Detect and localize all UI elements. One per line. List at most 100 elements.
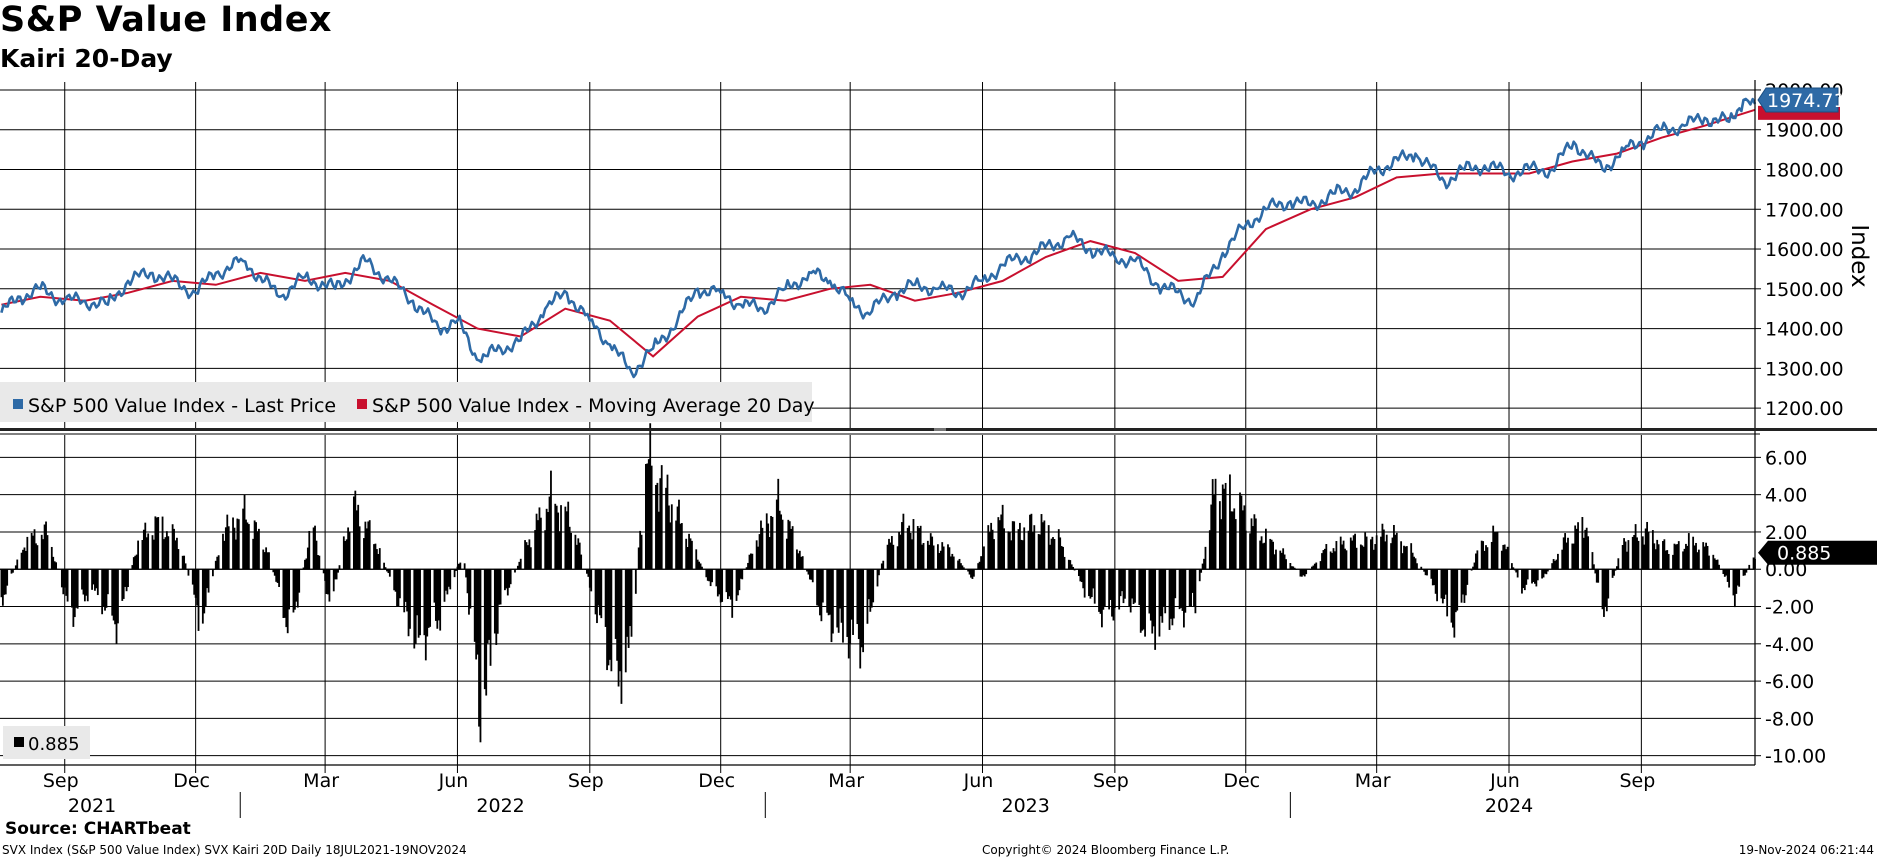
- kairi-bar: [679, 523, 682, 570]
- kairi-bar: [1742, 569, 1745, 576]
- kairi-bar: [154, 516, 157, 570]
- kairi-bar: [486, 569, 489, 644]
- kairi-bar: [588, 569, 591, 588]
- kairi-bar: [335, 569, 338, 580]
- kairi-bar: [1512, 567, 1515, 570]
- kairi-bar: [560, 505, 562, 570]
- kairi-bar: [63, 569, 66, 588]
- kairi-bar: [610, 569, 613, 672]
- kairi-bar: [272, 569, 275, 573]
- kairi-bar: [665, 487, 667, 570]
- kairi-bar: [1390, 543, 1392, 570]
- kairi-bar: [1552, 559, 1555, 570]
- kairi-bar: [1587, 536, 1590, 570]
- kairi-bar: [111, 569, 114, 616]
- kairi-bar: [698, 561, 701, 570]
- kairi-bar: [439, 569, 442, 631]
- x-tick-label-month: Mar: [303, 770, 339, 792]
- kairi-bar: [1456, 569, 1459, 611]
- kairi-bar: [926, 540, 929, 570]
- kairi-bar: [85, 569, 88, 596]
- kairi-bar: [1008, 531, 1011, 570]
- kairi-bar: [1229, 474, 1231, 570]
- kairi-bar: [1321, 553, 1323, 570]
- legend-swatch-last-price: [13, 399, 23, 409]
- source-note: Source: CHARTbeat: [5, 819, 191, 839]
- kairi-bar: [771, 516, 774, 570]
- kairi-bar: [1535, 569, 1538, 587]
- kairi-bar: [1220, 519, 1223, 570]
- kairi-bar: [850, 569, 853, 620]
- kairi-bar: [1275, 549, 1277, 570]
- kairi-bar: [719, 569, 722, 603]
- kairi-bar: [23, 547, 26, 570]
- kairi-bar: [1312, 565, 1315, 570]
- kairi-bar: [334, 569, 337, 580]
- kairi-bar: [1687, 533, 1690, 570]
- kairi-bar: [1007, 531, 1010, 570]
- kairi-bar: [325, 569, 328, 595]
- kairi-bar: [534, 530, 537, 570]
- kairi-bar: [807, 569, 810, 575]
- kairi-bar: [1139, 569, 1142, 633]
- kairi-bar: [939, 550, 942, 570]
- kairi-bar: [1233, 508, 1236, 570]
- kairi-bar: [1253, 514, 1256, 570]
- panel-divider-handle[interactable]: [934, 428, 946, 431]
- kairi-bar: [832, 569, 834, 634]
- kairi-bar: [1352, 535, 1355, 570]
- kairi-bar: [1611, 569, 1614, 578]
- kairi-bar: [1023, 527, 1026, 570]
- kairi-bar: [932, 545, 935, 570]
- kairi-bar: [1722, 569, 1725, 574]
- kairi-bar: [676, 506, 679, 570]
- kairi-bar: [993, 539, 995, 570]
- kairi-bar: [548, 496, 551, 570]
- kairi-bar: [941, 542, 944, 570]
- kairi-bar: [1554, 560, 1556, 570]
- kairi-bar: [998, 520, 1001, 570]
- kairi-bar: [155, 517, 158, 570]
- kairi-bar: [806, 569, 808, 572]
- x-tick-label-month: Dec: [698, 770, 735, 792]
- kairi-bar: [235, 539, 237, 570]
- kairi-bar: [1070, 564, 1073, 570]
- kairi-bar: [857, 569, 860, 640]
- kairi-bar: [1108, 569, 1111, 610]
- kairi-bar: [223, 540, 226, 570]
- kairi-bar: [1089, 569, 1092, 599]
- kairi-bar: [554, 503, 557, 570]
- kairi-bar: [1621, 544, 1624, 570]
- kairi-bar: [921, 544, 923, 570]
- kairi-bar: [206, 569, 209, 589]
- kairi-bar: [1667, 553, 1670, 570]
- kairi-bar: [787, 519, 790, 570]
- kairi-bar: [981, 556, 984, 570]
- kairi-bar: [161, 516, 164, 570]
- kairi-bar: [1664, 550, 1667, 570]
- kairi-bar: [1053, 538, 1056, 570]
- kairi-bar: [1069, 560, 1072, 570]
- kairi-bar: [972, 569, 975, 577]
- kairi-bar: [1027, 530, 1030, 570]
- kairi-bar: [626, 569, 629, 637]
- kairi-bar: [1101, 569, 1103, 628]
- kairi-bar: [908, 525, 911, 570]
- kairi-bar: [748, 554, 751, 570]
- kairi-bar: [1103, 569, 1106, 607]
- kairi-bar: [406, 569, 409, 612]
- kairi-bar: [1010, 540, 1013, 570]
- kairi-bar: [187, 569, 190, 576]
- kairi-bar: [3, 569, 6, 595]
- kairi-bar: [1705, 542, 1707, 570]
- kairi-bar: [686, 547, 689, 570]
- kairi-bar: [1208, 530, 1211, 570]
- kairi-bar: [473, 569, 476, 642]
- x-tick-label-month: Sep: [43, 770, 79, 792]
- kairi-bar: [71, 569, 73, 608]
- kairi-bar: [600, 569, 603, 619]
- kairi-bar: [354, 490, 357, 570]
- kairi-bar: [447, 569, 450, 587]
- kairi-bar: [427, 569, 430, 628]
- kairi-bar: [306, 547, 309, 570]
